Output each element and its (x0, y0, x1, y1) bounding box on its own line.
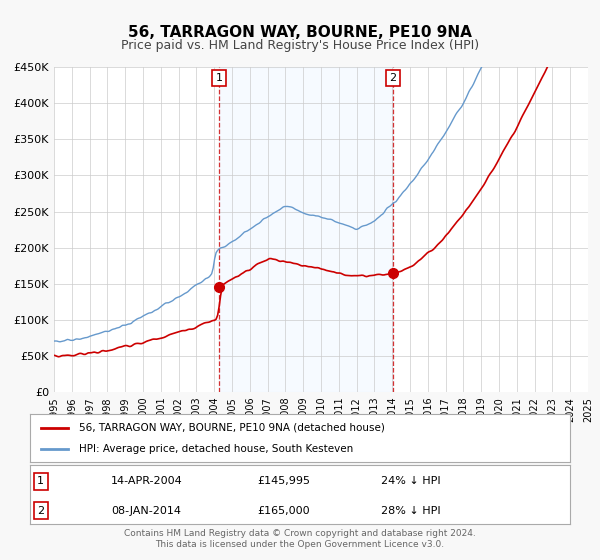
Text: 1: 1 (37, 476, 44, 486)
Bar (219, 67, 393, 392)
Text: 2: 2 (37, 506, 44, 516)
Text: Contains HM Land Registry data © Crown copyright and database right 2024.
This d: Contains HM Land Registry data © Crown c… (124, 529, 476, 549)
Text: 14-APR-2004: 14-APR-2004 (111, 476, 183, 486)
Text: 56, TARRAGON WAY, BOURNE, PE10 9NA (detached house): 56, TARRAGON WAY, BOURNE, PE10 9NA (deta… (79, 423, 385, 433)
Text: 2: 2 (389, 73, 396, 83)
Text: 24% ↓ HPI: 24% ↓ HPI (381, 476, 440, 486)
Text: £165,000: £165,000 (257, 506, 310, 516)
Text: HPI: Average price, detached house, South Kesteven: HPI: Average price, detached house, Sout… (79, 444, 353, 454)
Text: Price paid vs. HM Land Registry's House Price Index (HPI): Price paid vs. HM Land Registry's House … (121, 39, 479, 52)
Text: £145,995: £145,995 (257, 476, 310, 486)
Text: 28% ↓ HPI: 28% ↓ HPI (381, 506, 440, 516)
Text: 1: 1 (215, 73, 223, 83)
Text: 56, TARRAGON WAY, BOURNE, PE10 9NA: 56, TARRAGON WAY, BOURNE, PE10 9NA (128, 25, 472, 40)
Text: 08-JAN-2014: 08-JAN-2014 (111, 506, 181, 516)
